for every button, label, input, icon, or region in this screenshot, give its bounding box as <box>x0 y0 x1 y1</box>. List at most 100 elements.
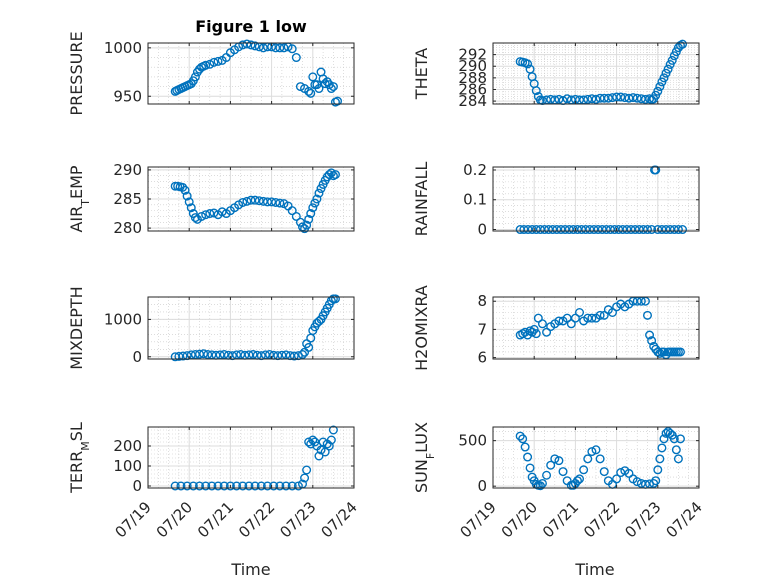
data-point <box>673 454 683 464</box>
axes-box <box>492 296 700 360</box>
data-point <box>287 44 297 54</box>
data-point <box>570 313 580 323</box>
data-point <box>170 481 180 491</box>
data-point <box>643 310 653 320</box>
data-point <box>643 225 653 235</box>
data-point <box>531 329 541 339</box>
data-point <box>595 310 605 320</box>
data-point <box>661 428 671 438</box>
axes-box <box>492 166 700 232</box>
data-point <box>645 330 655 340</box>
data-point <box>190 350 200 360</box>
data-point <box>314 84 324 94</box>
data-point <box>291 211 301 221</box>
data-point <box>201 210 211 220</box>
data-point <box>326 84 336 94</box>
y-tick-label: 500 <box>458 432 487 450</box>
data-point <box>219 481 229 491</box>
y-tick-label: 0 <box>477 221 487 239</box>
data-point <box>678 39 688 49</box>
data-point <box>194 481 204 491</box>
data-point <box>515 431 525 441</box>
axes-box <box>147 42 355 105</box>
data-point <box>673 225 683 235</box>
axes-box <box>492 426 700 489</box>
data-point <box>182 481 192 491</box>
data-point <box>667 55 677 65</box>
panel-airtemp: 280 285 290 AIRTEMP <box>67 161 355 237</box>
data-point <box>174 351 184 361</box>
y-axis-label: SUNFLUX <box>412 422 437 493</box>
data-point <box>647 225 657 235</box>
data-point <box>197 211 207 221</box>
data-point <box>649 478 659 488</box>
y-axis-label: THETA <box>412 48 431 100</box>
y-tick-label: 100 <box>113 457 142 475</box>
data-point <box>525 463 535 473</box>
y-axis-label: RAINFALL <box>412 162 431 237</box>
panel-mixdepth: 0 1000 MIXDEPTH <box>67 286 355 370</box>
y-tick-label: 1000 <box>104 39 142 57</box>
data-point <box>308 435 318 445</box>
data-point <box>298 350 308 360</box>
panel-h2omixra: 6 7 8 H2OMIXRA <box>412 285 700 371</box>
y-tick-label: 950 <box>113 87 142 105</box>
data-point <box>535 481 545 491</box>
data-point <box>599 310 609 320</box>
y-axis-label: TERRMSL <box>67 422 92 494</box>
data-point <box>275 43 285 53</box>
data-point <box>238 197 248 207</box>
axes-box <box>492 42 700 105</box>
y-tick-label: 288 <box>458 69 487 87</box>
data-point <box>209 57 219 67</box>
data-point <box>575 474 585 484</box>
data-point <box>275 198 285 208</box>
data-point <box>207 481 217 491</box>
data-point <box>190 72 200 82</box>
data-point <box>587 313 597 323</box>
y-tick-label: 285 <box>113 190 142 208</box>
data-point <box>244 481 254 491</box>
data-point <box>542 327 552 337</box>
data-point <box>219 350 229 360</box>
data-point <box>238 481 248 491</box>
axes-box <box>147 426 355 489</box>
data-point <box>289 351 299 361</box>
data-point <box>225 481 235 491</box>
data-point <box>546 460 556 470</box>
data-point <box>591 94 601 104</box>
data-point <box>300 473 310 483</box>
y-axis-label: MIXDEPTH <box>67 286 86 369</box>
y-tick-label: 6 <box>477 349 487 367</box>
data-point <box>659 434 669 444</box>
data-point <box>306 88 316 98</box>
data-point <box>190 213 200 223</box>
data-point <box>256 481 266 491</box>
data-point <box>523 452 533 462</box>
data-point <box>669 434 679 444</box>
data-point <box>675 434 685 444</box>
data-point <box>575 308 585 318</box>
data-point <box>653 86 663 96</box>
data-point <box>651 165 661 175</box>
data-point <box>591 445 601 455</box>
x-axis-label-right: Time <box>574 560 614 579</box>
data-point <box>250 41 260 51</box>
data-point <box>566 319 576 329</box>
data-point <box>628 93 638 103</box>
y-tick-label: 0.1 <box>463 191 487 209</box>
data-point <box>572 476 582 486</box>
data-point <box>304 214 314 224</box>
data-point <box>328 82 338 92</box>
data-point <box>287 206 297 216</box>
y-tick-label: 286 <box>458 80 487 98</box>
data-point <box>178 351 188 361</box>
data-point <box>269 481 279 491</box>
data-point <box>324 441 334 451</box>
data-point <box>201 481 211 491</box>
data-point <box>258 43 268 53</box>
data-point <box>203 350 213 360</box>
data-point <box>302 220 312 230</box>
data-point <box>250 481 260 491</box>
data-point <box>232 481 242 491</box>
